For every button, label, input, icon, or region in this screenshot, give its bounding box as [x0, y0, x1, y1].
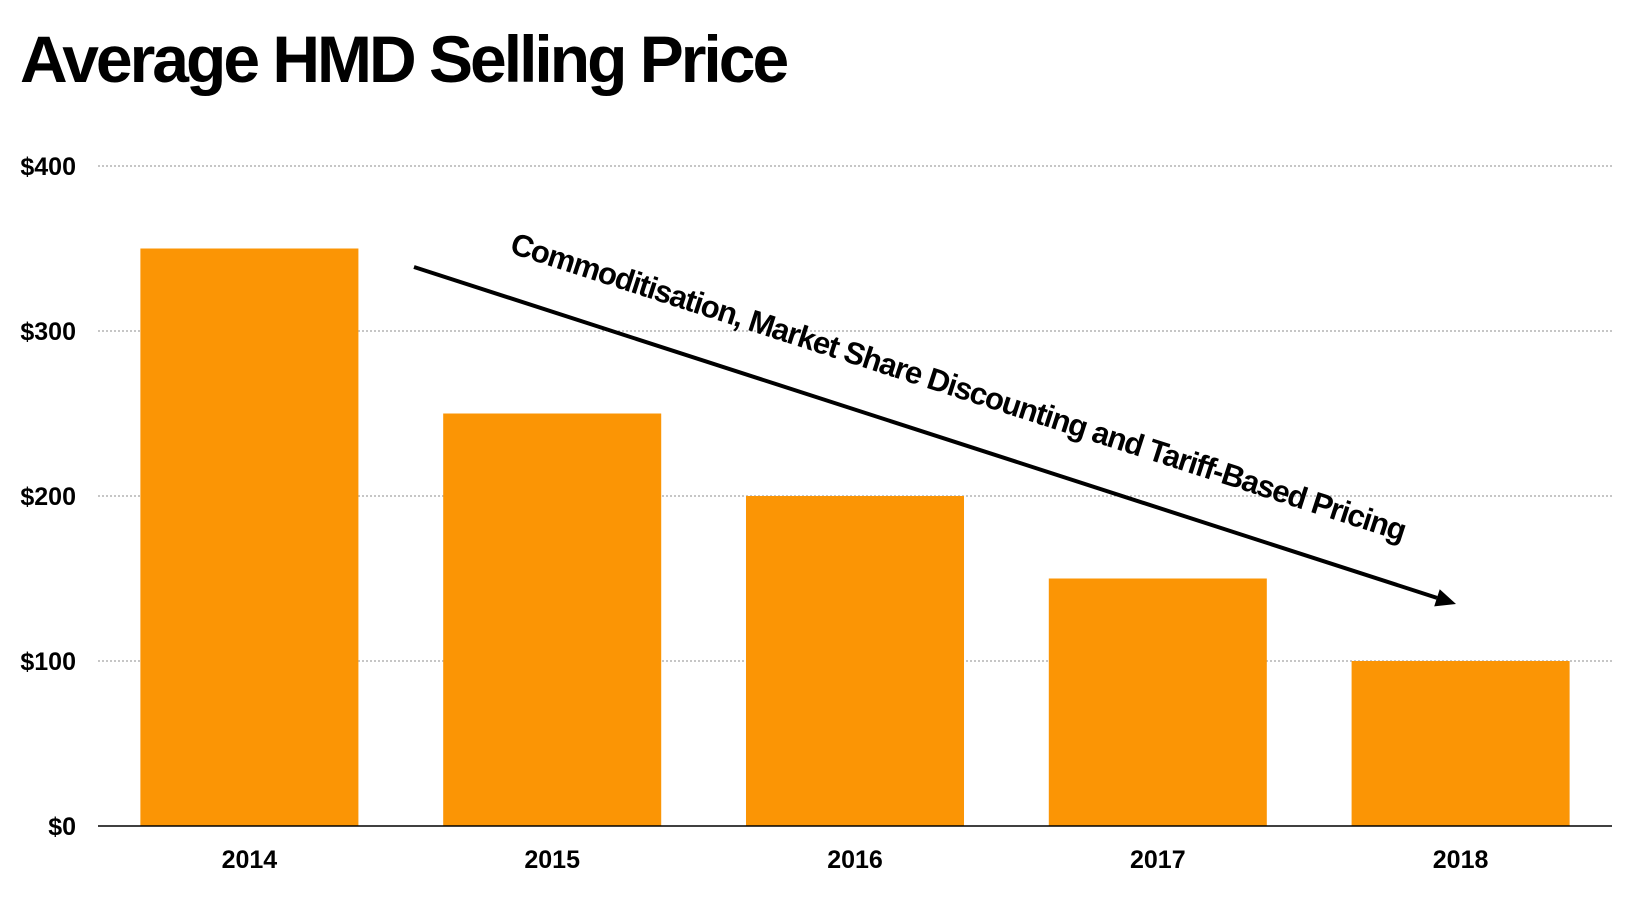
y-tick-label: $100	[20, 648, 76, 676]
y-axis-ticks: $0 $100 $200 $300 $400	[20, 153, 76, 841]
x-tick-label: 2014	[222, 846, 278, 874]
x-axis-ticks: 2014 2015 2016 2017 2018	[222, 846, 1489, 874]
bar-2015	[443, 413, 662, 826]
bar-2018	[1351, 661, 1570, 826]
bar-2017	[1048, 578, 1267, 826]
x-tick-label: 2016	[827, 846, 883, 874]
trend-arrow	[413, 265, 1438, 600]
bar-2016	[745, 496, 965, 826]
x-tick-label: 2018	[1433, 846, 1489, 874]
x-tick-label: 2017	[1130, 846, 1186, 874]
y-tick-label: $200	[20, 483, 76, 511]
y-tick-label: $300	[20, 318, 76, 346]
y-tick-label: $400	[20, 153, 76, 181]
chart-title: Average HMD Selling Price	[20, 22, 787, 96]
x-tick-label: 2015	[524, 846, 580, 874]
bar-2014	[140, 248, 359, 826]
trend-arrow-head	[1434, 589, 1456, 607]
y-tick-label: $0	[48, 813, 76, 841]
bars	[98, 248, 1612, 827]
